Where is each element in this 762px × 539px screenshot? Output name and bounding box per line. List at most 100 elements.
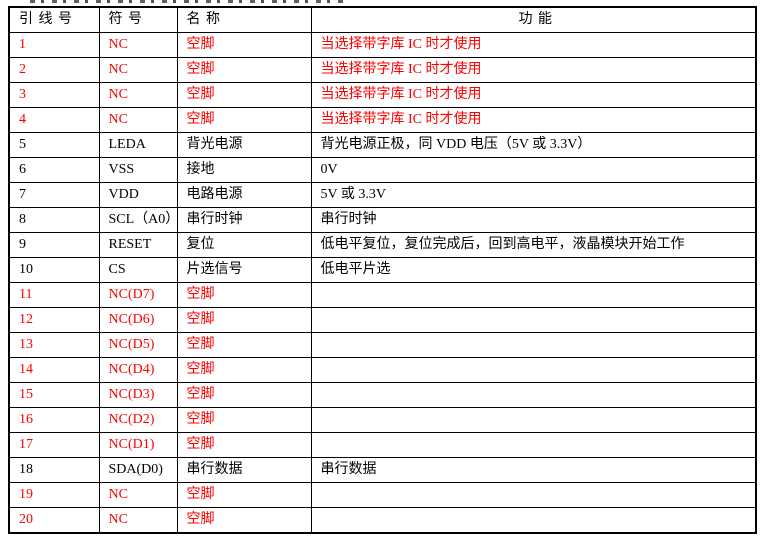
cell-name: 空脚 [176, 407, 312, 433]
table-row: 20 NC 空脚 [8, 507, 757, 534]
cell-symbol: NC(D4) [98, 357, 178, 383]
table-row: 13 NC(D5) 空脚 [8, 332, 757, 358]
cell-symbol: VDD [98, 182, 178, 208]
cell-function: 当选择带字库 IC 时才使用 [310, 82, 757, 108]
cell-symbol: NC [98, 107, 178, 133]
cell-function [310, 357, 757, 383]
cell-name: 串行数据 [176, 457, 312, 483]
cell-function [310, 307, 757, 333]
cell-name: 空脚 [176, 507, 312, 534]
cell-function: 当选择带字库 IC 时才使用 [310, 107, 757, 133]
cell-pin-number: 20 [8, 507, 100, 534]
cell-name: 空脚 [176, 57, 312, 83]
cell-function: 0V [310, 157, 757, 183]
cell-symbol: LEDA [98, 132, 178, 158]
cell-name: 空脚 [176, 482, 312, 508]
cell-symbol: SCL（A0） [98, 207, 178, 233]
cell-name: 空脚 [176, 107, 312, 133]
cell-symbol: NC(D3) [98, 382, 178, 408]
cell-name: 复位 [176, 232, 312, 258]
table-row: 5 LEDA 背光电源 背光电源正极，同 VDD 电压（5V 或 3.3V） [8, 132, 757, 158]
cell-symbol: NC [98, 482, 178, 508]
cell-symbol: NC [98, 32, 178, 58]
cell-pin-number: 19 [8, 482, 100, 508]
cell-name: 空脚 [176, 82, 312, 108]
table-row: 6 VSS 接地 0V [8, 157, 757, 183]
cell-pin-number: 12 [8, 307, 100, 333]
table-row: 7 VDD 电路电源 5V 或 3.3V [8, 182, 757, 208]
cell-function [310, 432, 757, 458]
cell-function [310, 507, 757, 534]
table-row: 12 NC(D6) 空脚 [8, 307, 757, 333]
cell-function: 5V 或 3.3V [310, 182, 757, 208]
table-row: 10 CS 片选信号 低电平片选 [8, 257, 757, 283]
cell-pin-number: 17 [8, 432, 100, 458]
cell-symbol: VSS [98, 157, 178, 183]
cell-symbol: CS [98, 257, 178, 283]
cell-function: 串行时钟 [310, 207, 757, 233]
cell-name: 空脚 [176, 382, 312, 408]
cell-symbol: NC(D2) [98, 407, 178, 433]
cell-name: 背光电源 [176, 132, 312, 158]
cell-pin-number: 10 [8, 257, 100, 283]
cell-name: 空脚 [176, 432, 312, 458]
table-row: 1 NC 空脚 当选择带字库 IC 时才使用 [8, 32, 757, 58]
cell-symbol: NC(D1) [98, 432, 178, 458]
cell-name: 空脚 [176, 307, 312, 333]
cell-symbol: NC [98, 57, 178, 83]
cell-pin-number: 4 [8, 107, 100, 133]
cell-symbol: NC(D7) [98, 282, 178, 308]
table-row: 9 RESET 复位 低电平复位，复位完成后，回到高电平，液晶模块开始工作 [8, 232, 757, 258]
cell-name: 空脚 [176, 282, 312, 308]
header-name: 名 称 [176, 6, 312, 33]
cell-symbol: NC [98, 82, 178, 108]
header-function: 功 能 [310, 6, 757, 33]
cell-function [310, 407, 757, 433]
cell-function: 背光电源正极，同 VDD 电压（5V 或 3.3V） [310, 132, 757, 158]
cell-symbol: SDA(D0) [98, 457, 178, 483]
cell-function [310, 332, 757, 358]
cell-pin-number: 3 [8, 82, 100, 108]
table-row: 14 NC(D4) 空脚 [8, 357, 757, 383]
table-row: 4 NC 空脚 当选择带字库 IC 时才使用 [8, 107, 757, 133]
table-header-row: 引 线 号 符 号 名 称 功 能 [8, 6, 757, 33]
cell-name: 空脚 [176, 32, 312, 58]
cell-pin-number: 14 [8, 357, 100, 383]
table-row: 2 NC 空脚 当选择带字库 IC 时才使用 [8, 57, 757, 83]
cell-name: 串行时钟 [176, 207, 312, 233]
header-symbol: 符 号 [98, 6, 178, 33]
cell-name: 片选信号 [176, 257, 312, 283]
cell-pin-number: 2 [8, 57, 100, 83]
table-row: 15 NC(D3) 空脚 [8, 382, 757, 408]
cell-pin-number: 16 [8, 407, 100, 433]
cell-pin-number: 9 [8, 232, 100, 258]
cell-function: 当选择带字库 IC 时才使用 [310, 57, 757, 83]
cell-function [310, 382, 757, 408]
table-row: 19 NC 空脚 [8, 482, 757, 508]
cell-symbol: RESET [98, 232, 178, 258]
cell-pin-number: 11 [8, 282, 100, 308]
cell-pin-number: 1 [8, 32, 100, 58]
cell-pin-number: 8 [8, 207, 100, 233]
cell-pin-number: 15 [8, 382, 100, 408]
cell-function [310, 282, 757, 308]
cell-function: 串行数据 [310, 457, 757, 483]
cell-pin-number: 5 [8, 132, 100, 158]
cell-symbol: NC [98, 507, 178, 534]
table-row: 18 SDA(D0) 串行数据 串行数据 [8, 457, 757, 483]
table-row: 17 NC(D1) 空脚 [8, 432, 757, 458]
cell-pin-number: 6 [8, 157, 100, 183]
table-row: 11 NC(D7) 空脚 [8, 282, 757, 308]
table-row: 16 NC(D2) 空脚 [8, 407, 757, 433]
cell-symbol: NC(D6) [98, 307, 178, 333]
cell-pin-number: 18 [8, 457, 100, 483]
cell-name: 接地 [176, 157, 312, 183]
cell-function: 当选择带字库 IC 时才使用 [310, 32, 757, 58]
cell-function [310, 482, 757, 508]
table-row: 8 SCL（A0） 串行时钟 串行时钟 [8, 207, 757, 233]
header-pin-number: 引 线 号 [8, 6, 100, 33]
clipped-caption-text [30, 0, 348, 3]
table-row: 3 NC 空脚 当选择带字库 IC 时才使用 [8, 82, 757, 108]
pin-function-table: 引 线 号 符 号 名 称 功 能 1 NC 空脚 当选择带字库 IC 时才使用 2 NC… [8, 6, 757, 534]
